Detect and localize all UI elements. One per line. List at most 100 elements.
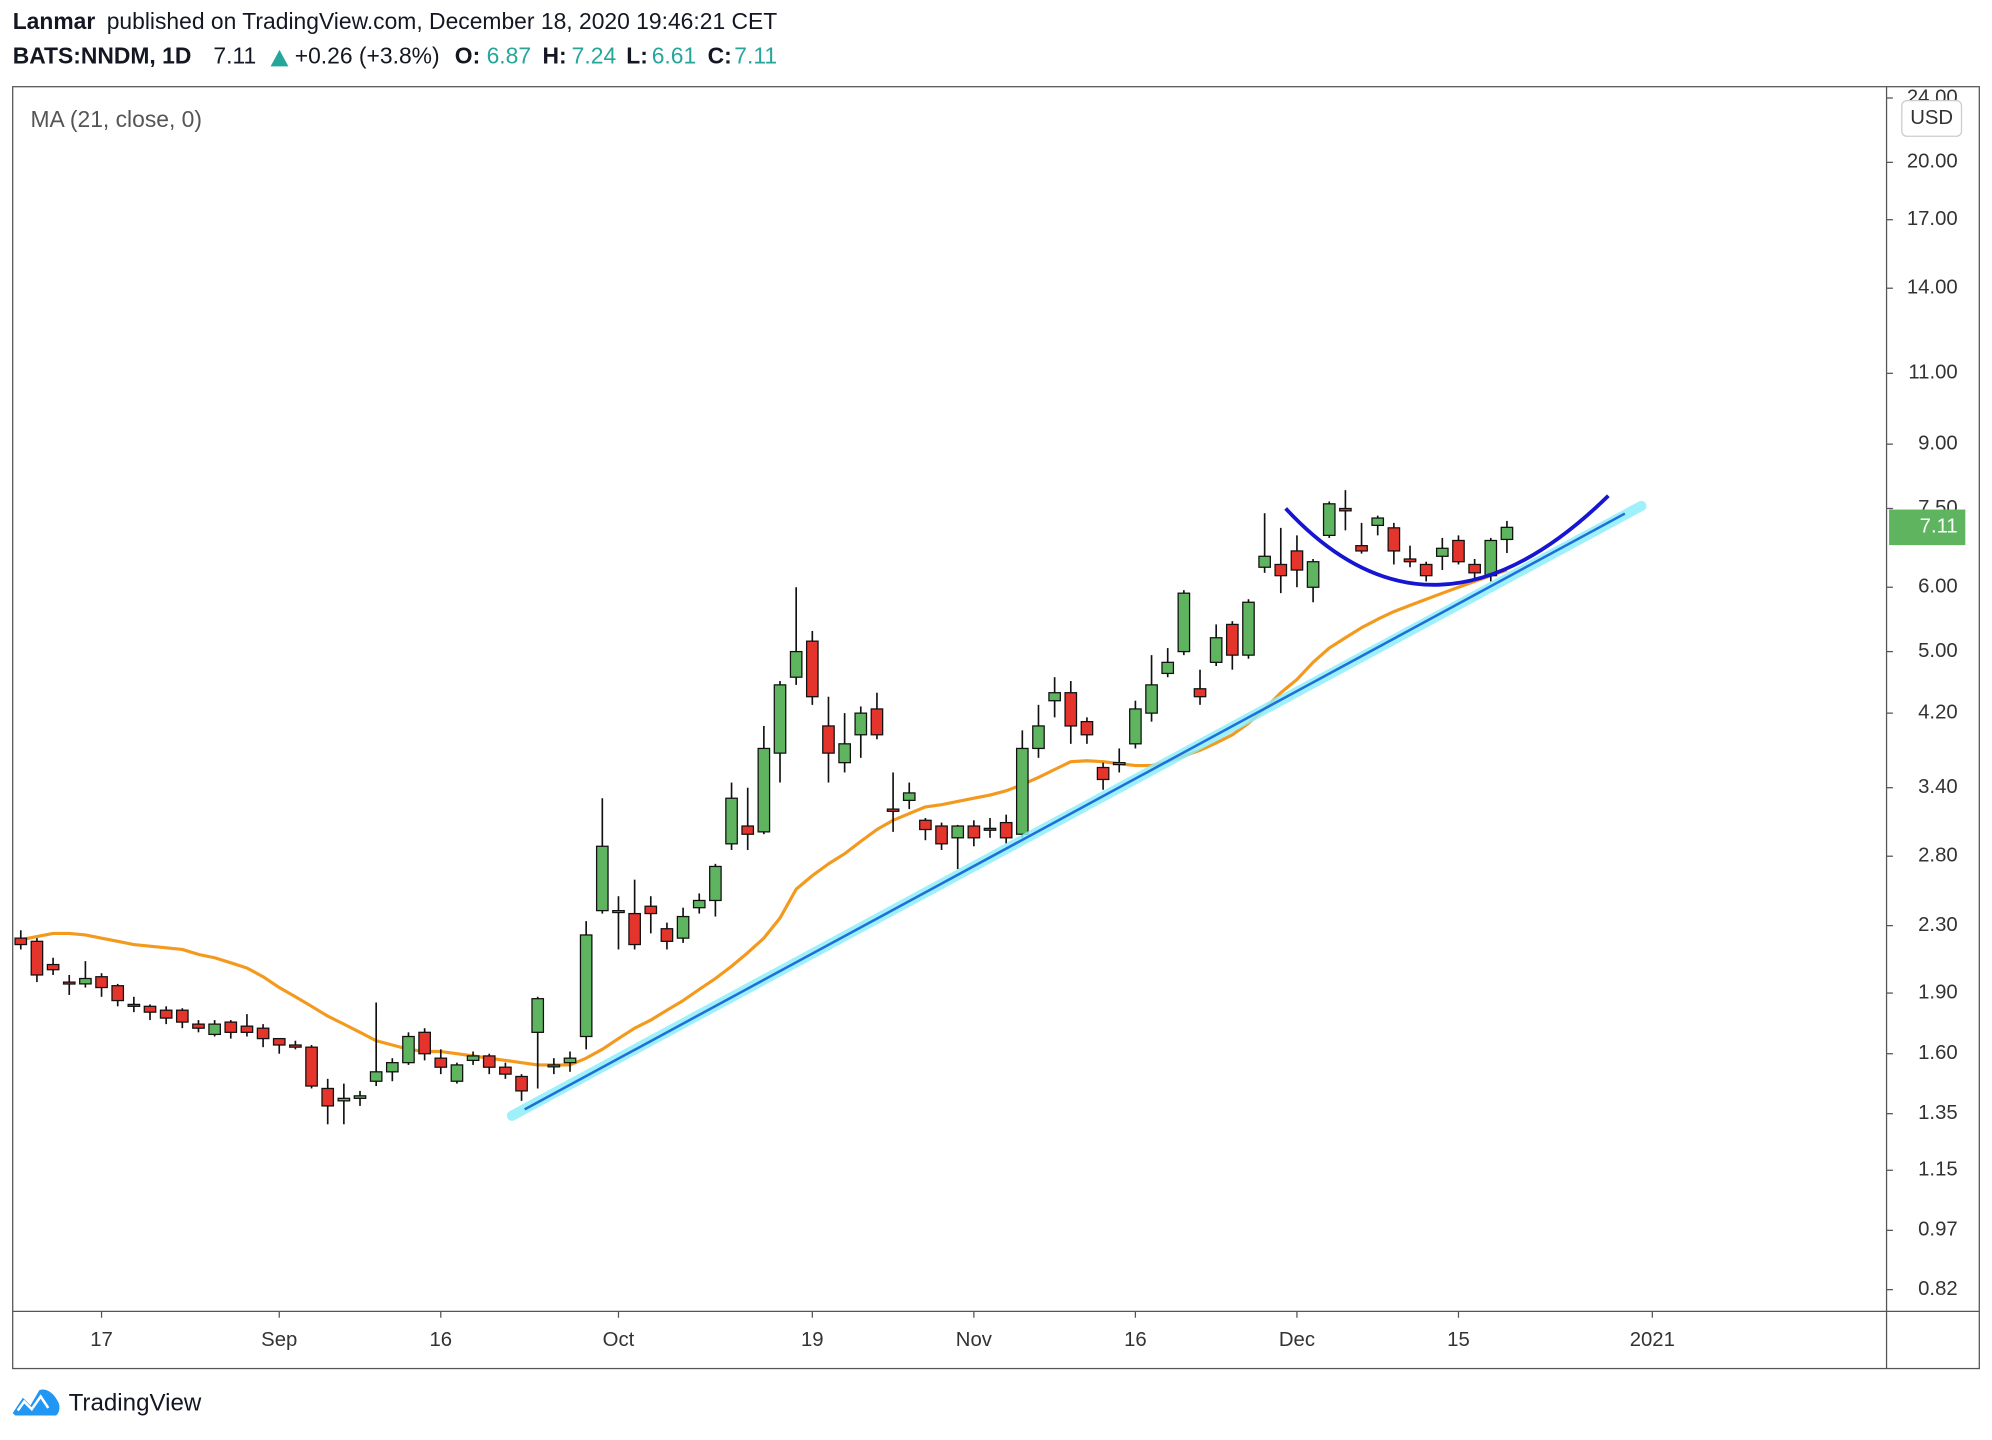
- candle-body: [1419, 563, 1433, 577]
- drawings: [506, 494, 1647, 1121]
- candle-body: [1322, 503, 1336, 537]
- candle-body: [175, 1009, 189, 1023]
- candle-body: [1371, 517, 1385, 526]
- candle-body: [531, 998, 545, 1033]
- ohlc-label: O:: [455, 43, 480, 69]
- author: Lanmar: [13, 8, 96, 34]
- cup-arc: [1284, 494, 1610, 587]
- y-tick-label: 1.60: [1918, 1042, 1958, 1064]
- candle-body: [499, 1066, 512, 1075]
- candle-body: [822, 725, 835, 754]
- candle-body: [305, 1046, 318, 1087]
- candle-body: [612, 909, 625, 914]
- axes: 0.82 0.97 1.15 1.35 1.60 1.90 2.30 2.80 3.40 4.20…: [90, 86, 1957, 1351]
- candle-body: [1274, 563, 1288, 577]
- symbol: BATS:NNDM, 1D: [13, 43, 192, 69]
- last-price: 7.11: [213, 43, 256, 69]
- x-tick-label: 2021: [1630, 1329, 1675, 1351]
- candle-body: [935, 825, 948, 845]
- candle-body: [14, 937, 28, 946]
- candle-body: [1145, 684, 1158, 714]
- candle-body: [1306, 561, 1320, 588]
- candle-body: [854, 712, 868, 736]
- candle-body: [1064, 692, 1078, 727]
- candle-body: [692, 899, 706, 909]
- candle-body: [385, 1062, 399, 1073]
- candle-body: [1500, 526, 1514, 541]
- candle-body: [1161, 661, 1175, 675]
- candle-body: [1290, 550, 1304, 571]
- plot-marks: [14, 490, 1514, 1125]
- candle-body: [353, 1095, 367, 1099]
- candle-body: [192, 1023, 205, 1029]
- candle-body: [1435, 547, 1449, 557]
- candle-body: [1468, 563, 1481, 574]
- change: +0.26 (+3.8%): [295, 43, 440, 69]
- price-label: 7.11: [1920, 516, 1958, 538]
- y-tick-label: 17.00: [1907, 208, 1958, 230]
- x-tick-label: Dec: [1279, 1329, 1315, 1351]
- currency-button[interactable]: [1901, 100, 1963, 137]
- candle-body: [595, 845, 609, 912]
- trend-line: [524, 512, 1626, 1111]
- chart-frame: [12, 86, 1980, 1370]
- candle-body: [111, 985, 125, 1002]
- brand: TradingView: [69, 1389, 202, 1416]
- candle-body: [579, 934, 593, 1038]
- candle-body: [1387, 527, 1401, 552]
- x-tick-label: Oct: [603, 1329, 635, 1351]
- y-tick-label: 1.35: [1918, 1102, 1958, 1124]
- y-tick-label: 1.15: [1918, 1159, 1958, 1181]
- x-tick-label: Nov: [956, 1329, 993, 1351]
- currency[interactable]: USD: [1910, 107, 1953, 129]
- candle-body: [1242, 601, 1255, 656]
- candle-body: [369, 1071, 383, 1082]
- candle-body: [1129, 708, 1142, 745]
- candle-body: [337, 1097, 351, 1102]
- y-tick-label: 0.82: [1918, 1278, 1958, 1300]
- candle-body: [1484, 539, 1498, 577]
- candle-body: [951, 825, 965, 839]
- candle-body: [1015, 747, 1029, 835]
- candle-body: [272, 1037, 286, 1046]
- candle-body: [402, 1035, 415, 1064]
- candle-body: [224, 1021, 238, 1033]
- candle-body: [1209, 637, 1223, 663]
- candle-body: [660, 928, 674, 942]
- candle-body: [999, 821, 1013, 839]
- candle-body: [143, 1005, 157, 1013]
- ohlc-value: 7.11: [734, 43, 777, 69]
- candle-body: [46, 963, 60, 971]
- candle-body: [1403, 558, 1417, 563]
- candle-body: [709, 865, 722, 902]
- candle-body: [159, 1009, 173, 1019]
- up-arrow: [270, 49, 289, 67]
- candle-body: [563, 1057, 577, 1064]
- published: published on TradingView.com, December 1…: [107, 8, 778, 34]
- candle-body: [725, 797, 738, 845]
- candle-body: [79, 977, 92, 985]
- candle-body: [289, 1044, 302, 1048]
- candle-body: [902, 792, 916, 802]
- y-tick-label: 1.90: [1918, 981, 1958, 1003]
- x-tick-label: 15: [1447, 1329, 1470, 1351]
- candle-body: [127, 1003, 141, 1007]
- y-tick-label: 20.00: [1907, 151, 1958, 173]
- candle-body: [628, 912, 641, 946]
- candle-body: [757, 747, 771, 833]
- y-tick-label: 6.00: [1918, 576, 1958, 598]
- x-tick-label: 16: [1124, 1329, 1147, 1351]
- ohlc-value: 7.24: [572, 43, 617, 69]
- candle-body: [676, 915, 690, 939]
- overlay: 7.11: [1889, 509, 1966, 546]
- candle-body: [1032, 725, 1045, 750]
- candle-body: [983, 827, 997, 831]
- candle-body: [805, 640, 819, 698]
- ohlc-label: L:: [626, 43, 648, 69]
- candle-body: [1048, 692, 1061, 702]
- price-label-box: [1889, 509, 1966, 546]
- candle-body: [1112, 762, 1126, 766]
- candle-body: [1452, 539, 1465, 563]
- y-tick-label: 2.80: [1918, 845, 1958, 867]
